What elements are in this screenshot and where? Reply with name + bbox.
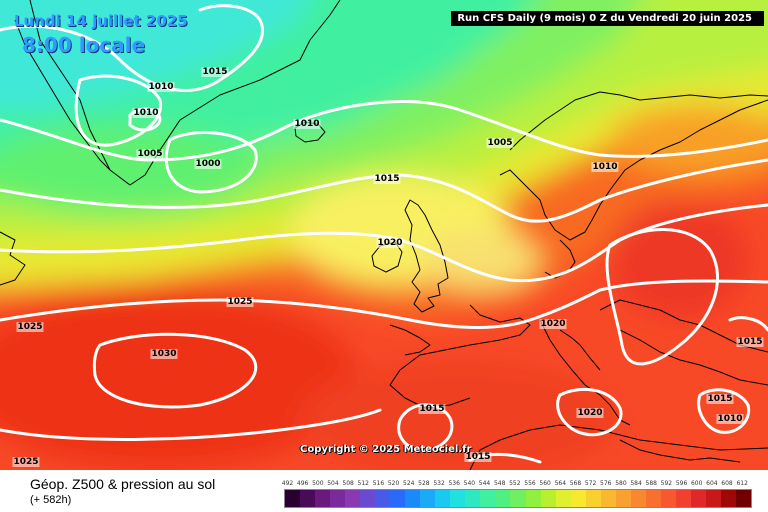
scale-color-swatch bbox=[405, 490, 420, 507]
scale-value-label: 496 bbox=[295, 480, 310, 489]
scale-value-label: 500 bbox=[310, 480, 325, 489]
scale-color-swatch bbox=[631, 490, 646, 507]
isobar-label: 1025 bbox=[226, 297, 253, 307]
isobar-label: 1015 bbox=[736, 337, 763, 347]
scale-color-swatch bbox=[495, 490, 510, 507]
forecast-time: 8:00 locale bbox=[22, 33, 145, 57]
scale-color-swatch bbox=[285, 490, 300, 507]
scale-color-swatch bbox=[360, 490, 375, 507]
scale-color-swatch bbox=[721, 490, 736, 507]
scale-value-label: 520 bbox=[386, 480, 401, 489]
scale-value-label: 576 bbox=[598, 480, 613, 489]
scale-color-swatch bbox=[601, 490, 616, 507]
scale-value-label: 492 bbox=[280, 480, 295, 489]
isobar-label: 1010 bbox=[293, 119, 320, 129]
copyright-notice: Copyright © 2025 Meteociel.fr bbox=[300, 444, 471, 455]
scale-color-swatch bbox=[541, 490, 556, 507]
scale-value-label: 584 bbox=[629, 480, 644, 489]
scale-color-swatch bbox=[510, 490, 525, 507]
scale-value-label: 596 bbox=[674, 480, 689, 489]
scale-value-label: 532 bbox=[432, 480, 447, 489]
scale-color-swatch bbox=[661, 490, 676, 507]
isobar-label: 1015 bbox=[706, 394, 733, 404]
isobar-label: 1025 bbox=[16, 322, 43, 332]
scale-color-swatch bbox=[375, 490, 390, 507]
scale-value-label: 536 bbox=[447, 480, 462, 489]
scale-value-label: 592 bbox=[659, 480, 674, 489]
color-scale-labels: 492 496 500 504 508 512 516 520 524 528 532 536 540 5… bbox=[280, 480, 750, 489]
scale-value-label: 512 bbox=[356, 480, 371, 489]
scale-value-label: 560 bbox=[538, 480, 553, 489]
isobar-label: 1020 bbox=[539, 319, 566, 329]
scale-value-label: 528 bbox=[416, 480, 431, 489]
color-scale-bar bbox=[284, 489, 752, 508]
scale-color-swatch bbox=[586, 490, 601, 507]
product-title: Géop. Z500 & pression au sol bbox=[30, 476, 215, 492]
scale-color-swatch bbox=[330, 490, 345, 507]
scale-color-swatch bbox=[435, 490, 450, 507]
isobar-label: 1010 bbox=[132, 108, 159, 118]
scale-color-swatch bbox=[480, 490, 495, 507]
isobar-label: 1005 bbox=[136, 149, 163, 159]
scale-value-label: 544 bbox=[477, 480, 492, 489]
scale-color-swatch bbox=[706, 490, 721, 507]
scale-value-label: 504 bbox=[325, 480, 340, 489]
z500-shading bbox=[0, 0, 768, 470]
isobar-label: 1000 bbox=[194, 159, 221, 169]
scale-color-swatch bbox=[300, 490, 315, 507]
scale-color-swatch bbox=[345, 490, 360, 507]
scale-color-swatch bbox=[420, 490, 435, 507]
scale-value-label: 608 bbox=[720, 480, 735, 489]
scale-color-swatch bbox=[465, 490, 480, 507]
isobar-label: 1020 bbox=[376, 238, 403, 248]
scale-value-label: 588 bbox=[644, 480, 659, 489]
scale-color-swatch bbox=[526, 490, 541, 507]
scale-color-swatch bbox=[676, 490, 691, 507]
forecast-date: Lundi 14 juillet 2025 bbox=[14, 12, 188, 30]
isobar-label: 1025 bbox=[12, 457, 39, 467]
isobar-label: 1015 bbox=[418, 404, 445, 414]
scale-color-swatch bbox=[646, 490, 661, 507]
scale-value-label: 556 bbox=[523, 480, 538, 489]
isobar-label: 1015 bbox=[373, 174, 400, 184]
isobar-label: 1010 bbox=[716, 414, 743, 424]
scale-value-label: 552 bbox=[507, 480, 522, 489]
scale-color-swatch bbox=[390, 490, 405, 507]
isobar-label: 1010 bbox=[147, 82, 174, 92]
scale-value-label: 548 bbox=[492, 480, 507, 489]
scale-value-label: 540 bbox=[462, 480, 477, 489]
isobar-label: 1020 bbox=[576, 408, 603, 418]
forecast-hour: (+ 582h) bbox=[30, 494, 71, 506]
scale-color-swatch bbox=[616, 490, 631, 507]
scale-color-swatch bbox=[556, 490, 571, 507]
scale-value-label: 580 bbox=[613, 480, 628, 489]
scale-color-swatch bbox=[571, 490, 586, 507]
scale-value-label: 508 bbox=[341, 480, 356, 489]
scale-color-swatch bbox=[691, 490, 706, 507]
scale-color-swatch bbox=[450, 490, 465, 507]
scale-color-swatch bbox=[315, 490, 330, 507]
model-run-info: Run CFS Daily (9 mois) 0 Z du Vendredi 2… bbox=[451, 11, 764, 26]
isobar-label: 1005 bbox=[486, 138, 513, 148]
scale-value-label: 524 bbox=[401, 480, 416, 489]
scale-value-label: 564 bbox=[553, 480, 568, 489]
scale-value-label: 572 bbox=[583, 480, 598, 489]
scale-color-swatch bbox=[736, 490, 751, 507]
isobar-label: 1010 bbox=[591, 162, 618, 172]
scale-value-label: 568 bbox=[568, 480, 583, 489]
isobar-label: 1015 bbox=[201, 67, 228, 77]
scale-value-label: 600 bbox=[689, 480, 704, 489]
scale-value-label: 612 bbox=[735, 480, 750, 489]
isobar-label: 1030 bbox=[150, 349, 177, 359]
scale-value-label: 516 bbox=[371, 480, 386, 489]
scale-value-label: 604 bbox=[704, 480, 719, 489]
geopotential-map bbox=[0, 0, 768, 470]
